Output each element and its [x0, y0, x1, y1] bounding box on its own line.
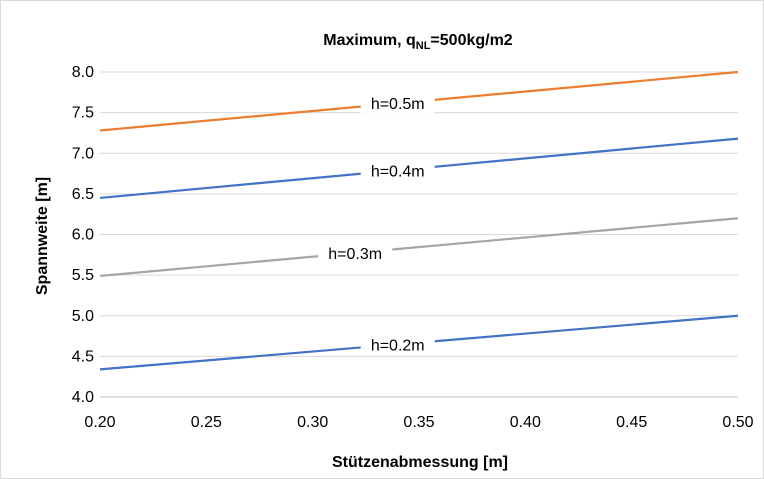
series-label: h=0.3m — [328, 246, 382, 263]
y-tick-label: 5.5 — [72, 267, 94, 284]
y-tick-label: 8.0 — [72, 64, 94, 81]
gridlines — [100, 71, 738, 357]
series-label-bg — [360, 334, 435, 355]
series-label-bg — [360, 93, 435, 114]
y-tick-label: 4.5 — [72, 348, 94, 365]
x-tick-label: 0.35 — [403, 414, 434, 431]
y-tick-label: 4.0 — [72, 389, 94, 406]
y-tick-label: 6.0 — [72, 227, 94, 244]
chart-title: Maximum, qNL=500kg/m2 — [323, 32, 513, 52]
series-label-bg — [360, 160, 435, 181]
tick-labels: 4.0 4.5 5.0 5.5 6.0 6.5 7.0 7.5 8.0 0.20 0.25 0.30 0… — [72, 64, 754, 431]
x-tick-label: 0.40 — [510, 414, 541, 431]
x-tick-label: 0.50 — [722, 414, 753, 431]
series-line — [99, 217, 739, 278]
series-label-bg — [318, 242, 393, 263]
y-axis-label: Spannweite [m] — [34, 177, 51, 295]
series-label: h=0.4m — [371, 163, 425, 180]
x-axis-label: Stützenabmessung [m] — [332, 454, 508, 471]
y-tick-label: 5.0 — [72, 308, 94, 325]
series-label: h=0.5m — [371, 96, 425, 113]
series-group: h=0.5m h=0.4m h=0.3m h=0.2m — [99, 70, 739, 371]
series-label: h=0.2m — [371, 337, 425, 354]
x-tick-label: 0.20 — [84, 414, 115, 431]
x-tick-label: 0.45 — [616, 414, 647, 431]
x-tick-label: 0.30 — [297, 414, 328, 431]
x-tick-label: 0.25 — [191, 414, 222, 431]
y-tick-label: 7.0 — [72, 145, 94, 162]
y-tick-label: 7.5 — [72, 105, 94, 122]
y-tick-label: 6.5 — [72, 186, 94, 203]
